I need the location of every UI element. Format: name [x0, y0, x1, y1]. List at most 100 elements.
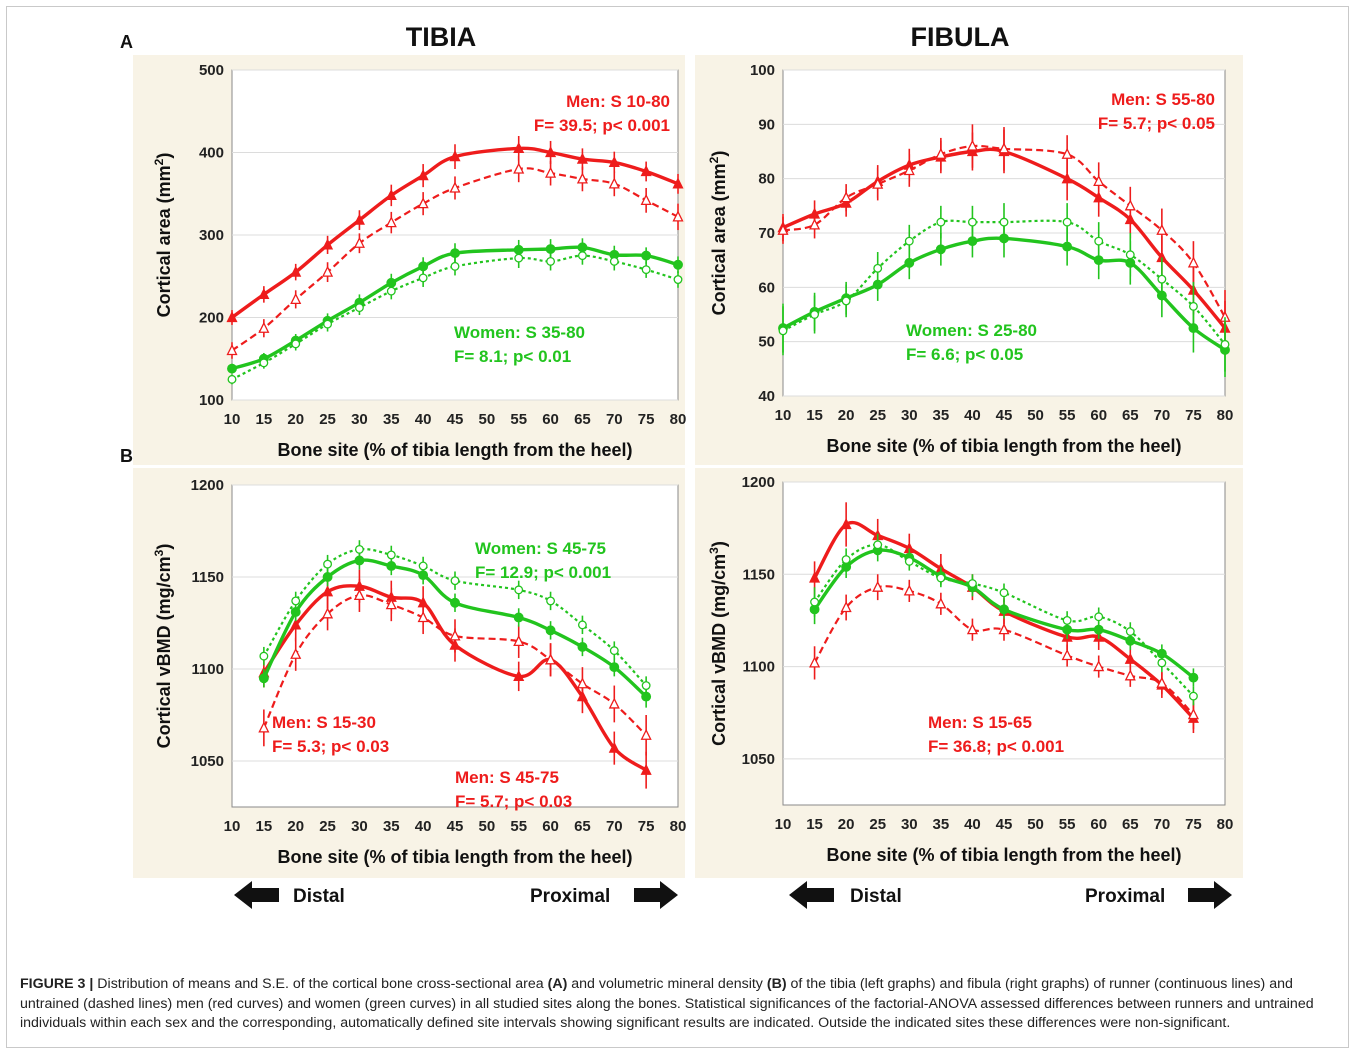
x-tick-label: 50 — [479, 818, 496, 835]
data-point-circle — [904, 236, 914, 246]
data-point-circle — [609, 646, 619, 656]
significance-annotation: Women: S 25-80 F= 6.6; p< 0.05 — [906, 321, 1037, 364]
y-tick-label: 300 — [199, 227, 224, 244]
data-point-triangle — [903, 164, 915, 176]
data-point-circle — [513, 612, 524, 623]
significance-annotation: Women: S 45-75 F= 12.9; p< 0.001 — [475, 539, 611, 582]
caption-ref-b: (B) — [766, 976, 787, 992]
data-point-triangle — [809, 656, 821, 668]
x-tick-label: 25 — [319, 818, 336, 835]
x-tick-label: 70 — [606, 818, 623, 835]
x-tick-label: 10 — [775, 407, 792, 424]
series-women-untrained — [259, 540, 651, 695]
y-tick-label: 1150 — [191, 569, 224, 586]
data-point-circle — [546, 256, 556, 266]
data-point-circle — [546, 596, 556, 606]
y-tick-label: 200 — [199, 310, 224, 327]
data-point-triangle — [840, 601, 852, 613]
x-tick-label: 30 — [351, 411, 368, 428]
data-point-triangle — [258, 287, 270, 300]
arrow-left-icon — [234, 881, 279, 909]
x-tick-label: 65 — [574, 411, 591, 428]
data-point-triangle — [1093, 660, 1105, 672]
series-women-untrained — [810, 533, 1198, 706]
x-tick-label: 50 — [479, 411, 496, 428]
data-point-circle — [904, 257, 915, 268]
data-point-circle — [936, 217, 946, 227]
x-tick-label: 65 — [1122, 407, 1139, 424]
data-point-triangle — [417, 197, 429, 209]
series-men-runners — [226, 136, 684, 325]
data-point-triangle — [966, 623, 978, 635]
data-point-triangle — [1093, 174, 1105, 187]
data-point-circle — [1188, 301, 1198, 311]
data-point-triangle — [1124, 199, 1136, 211]
x-tick-label: 60 — [1090, 407, 1107, 424]
data-point-circle — [418, 273, 428, 283]
data-point-circle — [999, 604, 1009, 615]
data-point-triangle — [872, 177, 884, 189]
proximal-arrow-left: Proximal — [530, 881, 678, 909]
x-tick-label: 50 — [1027, 816, 1044, 833]
data-point-circle — [418, 561, 428, 571]
x-tick-label: 55 — [510, 818, 527, 835]
y-tick-label: 60 — [758, 279, 775, 296]
data-point-circle — [514, 253, 524, 263]
y-tick-label: 50 — [758, 334, 775, 351]
x-tick-label: 45 — [996, 816, 1013, 833]
data-point-circle — [673, 259, 683, 270]
data-point-circle — [354, 303, 364, 313]
series-line — [782, 144, 1226, 318]
data-point-triangle — [353, 213, 365, 225]
x-axis-label: Bone site (% of tibia length from the he… — [826, 436, 1181, 456]
data-point-triangle — [998, 142, 1010, 154]
series-men-untrained — [258, 578, 652, 756]
data-point-circle — [1188, 672, 1199, 683]
data-point-circle — [386, 550, 396, 560]
data-point-circle — [1062, 217, 1072, 227]
data-point-triangle — [777, 223, 789, 235]
data-point-triangle — [258, 321, 270, 333]
x-tick-label: 55 — [510, 411, 527, 428]
x-axis-label: Bone site (% of tibia length from the he… — [277, 440, 632, 460]
x-tick-label: 35 — [933, 816, 950, 833]
x-tick-label: 20 — [287, 411, 304, 428]
data-point-circle — [1062, 615, 1072, 625]
significance-annotation: Men: S 15-30 F= 5.3; p< 0.03 — [272, 713, 389, 756]
x-tick-label: 25 — [869, 407, 886, 424]
caption-text-1: Distribution of means and S.E. of the co… — [97, 976, 544, 992]
y-tick-label: 1100 — [191, 661, 224, 678]
data-point-circle — [841, 296, 851, 306]
caption-label: FIGURE 3 | — [20, 976, 94, 992]
series-men-untrained — [809, 574, 1199, 730]
data-point-triangle — [545, 653, 557, 665]
significance-annotation: Men: S 15-65 F= 36.8; p< 0.001 — [928, 713, 1064, 756]
data-point-triangle — [417, 169, 429, 181]
y-tick-label: 1200 — [191, 477, 224, 494]
data-point-circle — [609, 662, 620, 673]
y-tick-label: 1150 — [742, 566, 775, 583]
chart-tibia-vbmd: 1050 1100 1150 1200 10 15 20 25 30 35 40 45 50 55 60 65… — [152, 477, 686, 867]
x-tick-label: 40 — [415, 818, 432, 835]
data-point-triangle — [640, 165, 652, 177]
x-tick-label: 45 — [447, 818, 464, 835]
data-point-circle — [999, 588, 1009, 598]
data-point-triangle — [998, 623, 1010, 635]
data-point-triangle — [1061, 649, 1073, 661]
x-tick-label: 70 — [606, 411, 623, 428]
data-point-triangle — [672, 210, 684, 222]
y-axis-label: Cortical vBMD (mg/cm3) — [707, 541, 729, 746]
data-point-circle — [323, 559, 333, 569]
y-tick-label: 70 — [758, 225, 775, 242]
x-tick-label: 60 — [542, 411, 559, 428]
x-tick-label: 75 — [1185, 816, 1202, 833]
x-tick-label: 75 — [638, 411, 655, 428]
x-tick-label: 25 — [319, 411, 336, 428]
x-tick-label: 20 — [287, 818, 304, 835]
data-point-triangle — [322, 238, 334, 250]
y-tick-label: 100 — [199, 392, 224, 409]
data-point-circle — [291, 596, 301, 606]
x-tick-label: 45 — [447, 411, 464, 428]
data-point-circle — [354, 544, 364, 554]
